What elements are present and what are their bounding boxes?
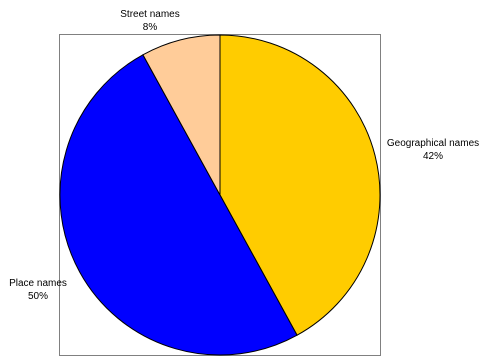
slice-label-percent: 8% bbox=[143, 22, 158, 33]
slice-label-percent: 50% bbox=[28, 291, 48, 302]
pie-slice-street-names bbox=[142, 34, 221, 196]
slice-label-name: Geographical names bbox=[387, 138, 479, 149]
pie-slice-place-names bbox=[59, 54, 298, 356]
slice-label-percent: 42% bbox=[423, 151, 443, 162]
pie-slice-geographical-names bbox=[219, 34, 381, 336]
slice-labels: Geographical names 42% Place names 50% Stree… bbox=[9, 9, 479, 302]
slice-label-name: Street names bbox=[120, 9, 179, 20]
pie-slices bbox=[59, 34, 381, 356]
slice-label-name: Place names bbox=[9, 278, 67, 289]
